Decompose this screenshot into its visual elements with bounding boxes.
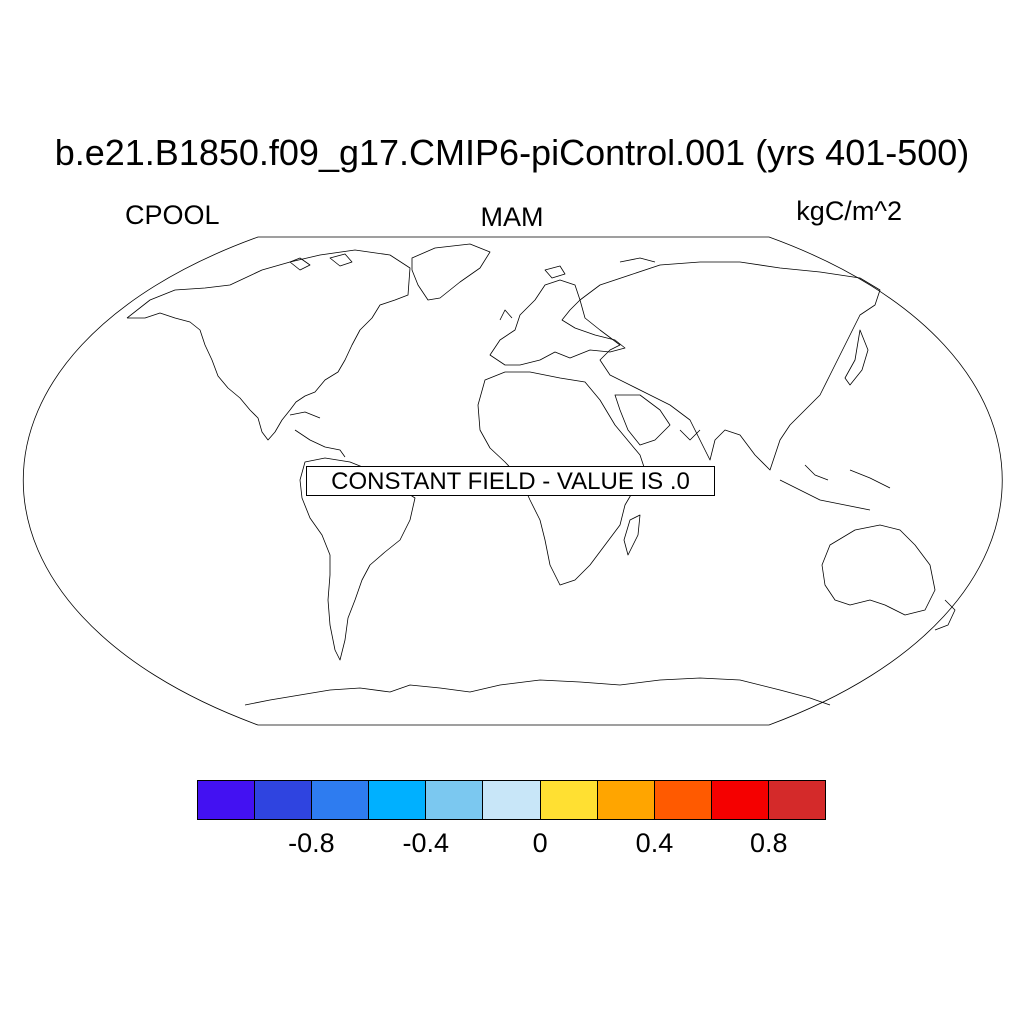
variable-label: CPOOL (125, 200, 220, 230)
coast-antarctica (244, 677, 831, 706)
colorbar-ticks: -0.8 -0.4 0 0.4 0.8 (0, 828, 1024, 868)
coast-europe (489, 279, 626, 366)
coast-australia (821, 524, 936, 616)
colorbar-cell (369, 781, 427, 819)
colorbar (197, 780, 826, 820)
colorbar-tick-label: -0.8 (288, 828, 335, 858)
colorbar-tick-label: -0.4 (402, 828, 449, 858)
units-label: kgC/m^2 (796, 196, 902, 226)
coast-new-zealand (934, 599, 956, 631)
colorbar-cell (483, 781, 541, 819)
colorbar-cell (597, 781, 655, 819)
coastlines (126, 243, 956, 706)
colorbar-tick-label: 0.8 (750, 828, 788, 858)
constant-field-notice: CONSTANT FIELD - VALUE IS .0 (306, 466, 715, 496)
coast-greenland (411, 243, 491, 301)
colorbar-cell (255, 781, 313, 819)
coast-asia (579, 261, 881, 471)
coast-north-america (126, 249, 411, 441)
colorbar-cell (540, 781, 598, 819)
season-label: MAM (480, 202, 544, 232)
coast-africa (477, 371, 646, 586)
map-title: b.e21.B1850.f09_g17.CMIP6-piControl.001 … (54, 132, 970, 173)
colorbar-cell (768, 781, 826, 819)
colorbar-cell (654, 781, 712, 819)
colorbar-cell (312, 781, 370, 819)
colorbar-cell (711, 781, 769, 819)
colorbar-tick-label: 0.4 (635, 828, 674, 858)
colorbar-cell (198, 781, 256, 819)
coast-madagascar (623, 514, 641, 556)
colorbar-cell (426, 781, 484, 819)
coast-japan (844, 329, 869, 386)
colorbar-tick-label: 0 (532, 828, 548, 858)
